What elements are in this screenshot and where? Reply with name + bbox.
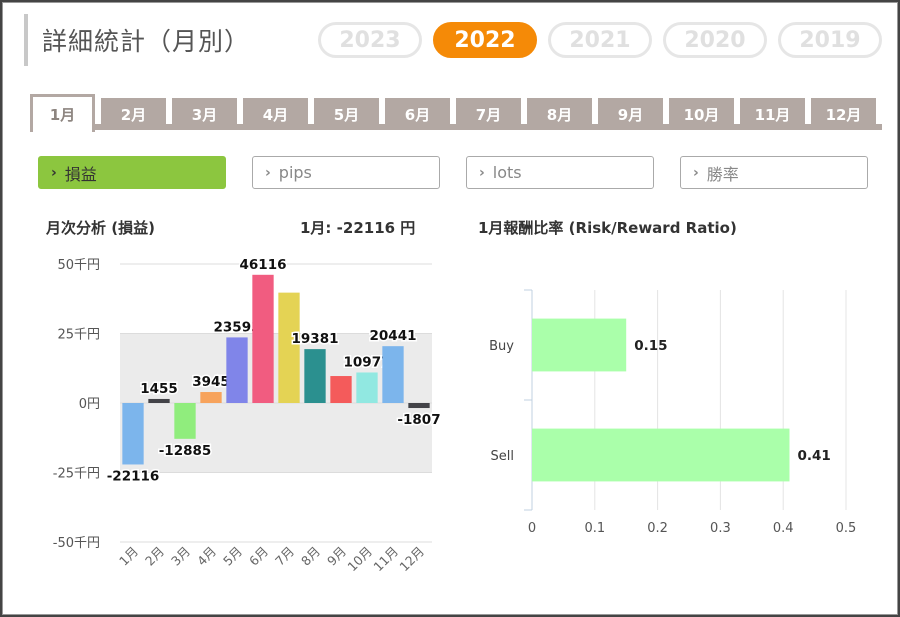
- month-tab-5[interactable]: 5月: [314, 98, 379, 130]
- data-label: 20441: [370, 328, 417, 344]
- y-tick-label: 25千円: [57, 328, 100, 343]
- bar-4[interactable]: [200, 392, 222, 403]
- month-tab-2[interactable]: 2月: [101, 98, 166, 130]
- year-button-2022[interactable]: 2022: [433, 22, 537, 58]
- month-tab-11[interactable]: 11月: [740, 98, 805, 130]
- bar-3[interactable]: [174, 403, 196, 439]
- month-tabs: 1月 2月 3月 4月 5月 6月 7月 8月 9月 10月 11月 12月: [30, 94, 882, 132]
- data-label: 23593: [214, 319, 261, 335]
- y-tick-label: -25千円: [53, 467, 100, 482]
- bar-12[interactable]: [408, 403, 430, 409]
- x-tick-label: 11月: [370, 544, 401, 575]
- month-tab-10[interactable]: 10月: [669, 98, 734, 130]
- data-label: 0.15: [634, 338, 667, 354]
- bar-sell[interactable]: [532, 428, 790, 482]
- bar-buy[interactable]: [532, 318, 627, 372]
- monthly-profit-chart: 50千円 25千円 0円 -25千円 -50千円 -22116 1月 1455 2月 -12885…: [53, 255, 440, 575]
- monthly-summary: 1月: -22116 円: [300, 219, 416, 237]
- month-tab-3[interactable]: 3月: [172, 98, 237, 130]
- data-label: 0.41: [797, 448, 830, 464]
- x-tick-label: 1月: [116, 544, 141, 569]
- x-tick-label: 5月: [220, 544, 245, 569]
- x-tick-label: 7月: [272, 544, 297, 569]
- risk-reward-chart: 0 0.1 0.2 0.3 0.4 0.5 0.15 Buy 0.41 Sell: [489, 289, 857, 536]
- x-tick-label: 4月: [194, 544, 219, 569]
- y-tick-label: 0円: [79, 397, 100, 412]
- month-tab-7[interactable]: 7月: [456, 98, 521, 130]
- monthly-analysis-title: 月次分析 (損益): [46, 219, 155, 237]
- month-tab-4[interactable]: 4月: [243, 98, 308, 130]
- title-bar: 詳細統計（月別）: [24, 14, 250, 66]
- x-tick-label: 2月: [142, 544, 167, 569]
- data-label: 19381: [292, 331, 339, 347]
- month-tab-6[interactable]: 6月: [385, 98, 450, 130]
- y-tick-label: -50千円: [53, 536, 100, 551]
- x-tick-label: 6月: [246, 544, 271, 569]
- bar-5[interactable]: [226, 337, 248, 403]
- month-tab-1[interactable]: 1月: [30, 94, 95, 132]
- metric-label: 損益: [64, 164, 97, 184]
- year-button-2019[interactable]: 2019: [778, 22, 882, 58]
- year-selector: 2023 2022 2021 2020 2019: [318, 22, 893, 58]
- metric-label: 勝率: [706, 164, 739, 184]
- month-tab-8[interactable]: 8月: [527, 98, 592, 130]
- metric-tab-lots[interactable]: › lots: [466, 156, 654, 189]
- data-label: -22116: [107, 468, 160, 484]
- x-tick-label: 0.3: [710, 521, 731, 536]
- year-button-2023[interactable]: 2023: [318, 22, 422, 58]
- data-label: -1807: [397, 412, 440, 428]
- y-tick-label: 50千円: [57, 258, 100, 273]
- month-tab-9[interactable]: 9月: [598, 98, 663, 130]
- x-tick-label: 0.5: [836, 521, 857, 536]
- metric-label: lots: [492, 163, 522, 182]
- metric-tab-profit[interactable]: › 損益: [38, 156, 226, 189]
- y-category-label: Buy: [489, 339, 514, 354]
- metric-label: pips: [278, 163, 312, 182]
- data-label: 3945: [192, 374, 230, 390]
- x-tick-label: 0: [528, 521, 536, 536]
- data-label: -12885: [159, 443, 212, 459]
- data-label: 10977: [344, 354, 391, 370]
- x-tick-label: 0.2: [647, 521, 668, 536]
- risk-reward-title: 1月報酬比率 (Risk/Reward Ratio): [478, 219, 737, 237]
- bar-1[interactable]: [122, 403, 144, 465]
- bar-9[interactable]: [330, 376, 352, 403]
- bar-6[interactable]: [252, 274, 274, 403]
- x-tick-label: 12月: [396, 544, 427, 575]
- year-button-2021[interactable]: 2021: [548, 22, 652, 58]
- bar-7[interactable]: [278, 292, 300, 403]
- month-tab-12[interactable]: 12月: [811, 98, 876, 130]
- bar-2[interactable]: [148, 398, 170, 403]
- metric-tab-winrate[interactable]: › 勝率: [680, 156, 868, 189]
- page-title: 詳細統計（月別）: [42, 27, 251, 56]
- x-tick-label: 0.4: [773, 521, 794, 536]
- x-tick-label: 10月: [344, 544, 375, 575]
- y-category-label: Sell: [491, 449, 514, 464]
- bar-10[interactable]: [356, 372, 378, 403]
- bar-11[interactable]: [382, 346, 404, 403]
- x-tick-label: 8月: [298, 544, 323, 569]
- bar-8[interactable]: [304, 349, 326, 403]
- data-label: 46116: [240, 257, 287, 273]
- year-button-2020[interactable]: 2020: [663, 22, 767, 58]
- metric-tab-pips[interactable]: › pips: [252, 156, 440, 189]
- data-label: 1455: [140, 381, 178, 397]
- x-tick-label: 0.1: [584, 521, 605, 536]
- x-tick-label: 3月: [168, 544, 193, 569]
